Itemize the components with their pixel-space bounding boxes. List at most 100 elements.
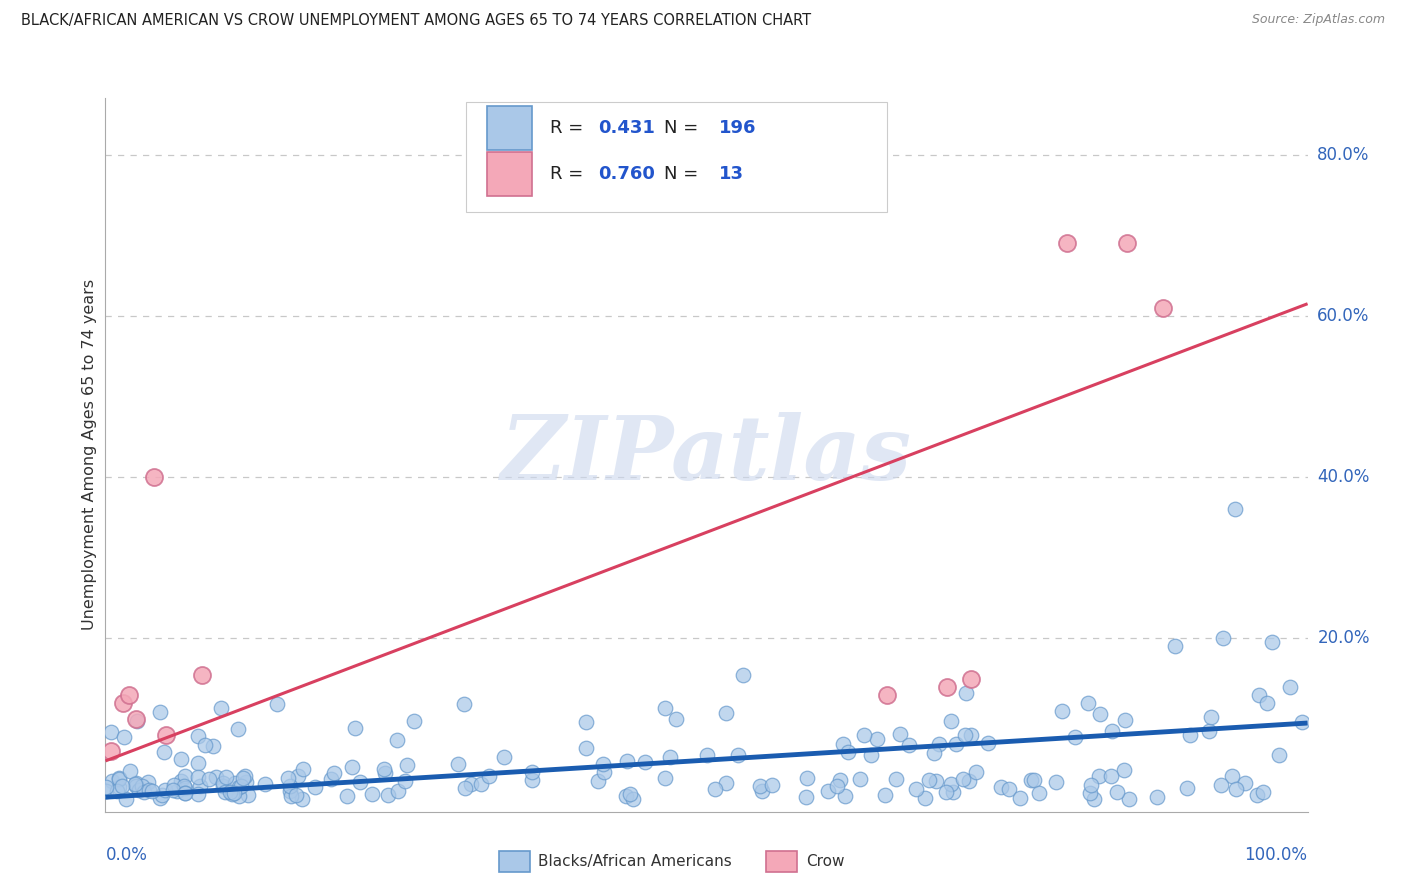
Point xyxy=(960,672,983,686)
Point xyxy=(935,785,957,799)
Point xyxy=(285,788,308,802)
Point xyxy=(278,779,301,793)
Point xyxy=(166,783,188,797)
Text: Blacks/African Americans: Blacks/African Americans xyxy=(538,855,733,869)
Point xyxy=(170,773,193,788)
Point xyxy=(212,776,235,790)
Point xyxy=(1064,730,1087,744)
Point xyxy=(1101,723,1123,738)
Point xyxy=(453,697,475,711)
Point xyxy=(187,730,209,744)
Point xyxy=(614,789,637,803)
Point xyxy=(889,727,911,741)
Text: N =: N = xyxy=(665,165,704,183)
Point xyxy=(194,738,217,752)
Point xyxy=(897,738,920,752)
Point xyxy=(214,785,236,799)
Point xyxy=(939,714,962,729)
Point xyxy=(731,667,754,681)
Point xyxy=(866,732,889,747)
Point xyxy=(232,771,254,785)
Point xyxy=(205,771,228,785)
Point xyxy=(997,782,1019,797)
Point xyxy=(226,723,249,737)
Point xyxy=(280,789,302,803)
Point xyxy=(1152,301,1174,315)
Point xyxy=(132,785,155,799)
Point xyxy=(1105,785,1128,799)
Point xyxy=(884,772,907,787)
Point xyxy=(834,789,856,803)
Point xyxy=(654,700,676,714)
Point xyxy=(319,772,342,786)
Point xyxy=(928,737,950,751)
Text: ZIPatlas: ZIPatlas xyxy=(501,412,912,498)
Point xyxy=(588,773,610,788)
FancyBboxPatch shape xyxy=(486,152,533,196)
Point xyxy=(266,698,288,712)
Point xyxy=(153,783,176,797)
Point xyxy=(704,782,727,797)
Point xyxy=(374,765,396,780)
Point xyxy=(1260,635,1282,649)
Point xyxy=(634,755,657,769)
Point xyxy=(1177,781,1199,796)
Point xyxy=(1088,706,1111,721)
Point xyxy=(852,728,875,742)
Point xyxy=(292,762,315,776)
Point xyxy=(714,776,737,790)
Point xyxy=(131,780,153,794)
Text: 13: 13 xyxy=(718,165,744,183)
Point xyxy=(952,772,974,787)
Point xyxy=(96,780,118,794)
Text: 0.431: 0.431 xyxy=(599,119,655,136)
Text: 0.0%: 0.0% xyxy=(105,846,148,864)
Point xyxy=(1088,769,1111,783)
Point xyxy=(1198,724,1220,739)
Point xyxy=(751,784,773,798)
Point xyxy=(233,769,256,783)
Point xyxy=(170,752,193,766)
Point xyxy=(955,686,977,700)
Point xyxy=(942,785,965,799)
Point xyxy=(1083,791,1105,805)
Point xyxy=(953,728,976,742)
Point xyxy=(1078,786,1101,800)
Point xyxy=(218,785,240,799)
Point xyxy=(924,746,946,760)
FancyBboxPatch shape xyxy=(465,102,887,212)
Point xyxy=(1291,714,1313,729)
Point xyxy=(163,778,186,792)
Point xyxy=(1212,632,1234,646)
Point xyxy=(454,781,477,796)
Text: 20.0%: 20.0% xyxy=(1317,630,1369,648)
Point xyxy=(138,782,160,797)
Point xyxy=(470,777,492,791)
Point xyxy=(817,784,839,798)
Text: 196: 196 xyxy=(718,119,756,136)
Point xyxy=(796,789,818,804)
Point xyxy=(209,701,232,715)
Point xyxy=(254,777,277,791)
Point xyxy=(654,772,676,786)
Point xyxy=(112,730,135,744)
Point xyxy=(142,470,165,484)
Point xyxy=(939,777,962,791)
Point xyxy=(1249,688,1271,702)
Point xyxy=(918,773,941,788)
Point xyxy=(1220,769,1243,783)
Point xyxy=(960,728,983,742)
Point xyxy=(187,787,209,801)
Point xyxy=(336,789,359,803)
Point xyxy=(125,776,148,790)
Text: Crow: Crow xyxy=(806,855,844,869)
Text: R =: R = xyxy=(550,119,589,136)
Point xyxy=(235,775,257,789)
Point xyxy=(925,773,948,788)
Point xyxy=(304,780,326,794)
Point xyxy=(124,712,146,726)
FancyBboxPatch shape xyxy=(486,105,533,150)
Point xyxy=(1246,788,1268,802)
Point xyxy=(198,772,221,786)
Point xyxy=(136,775,159,789)
